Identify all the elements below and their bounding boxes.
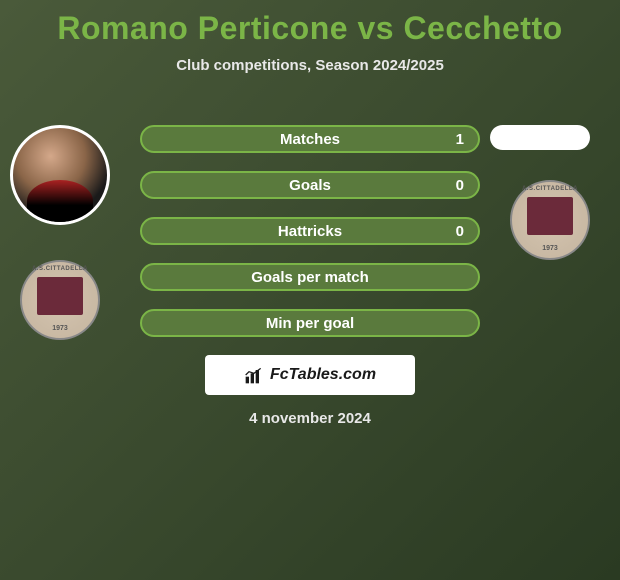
club-year-text: 1973 — [52, 325, 68, 332]
stat-label: Hattricks — [278, 223, 342, 240]
stat-row-goals: Goals 0 — [140, 171, 480, 199]
stat-label: Matches — [280, 131, 340, 148]
player-photo-right — [490, 125, 590, 150]
club-badge-right: A.S.CITTADELLA 1973 — [510, 180, 590, 260]
stat-row-matches: Matches 1 — [140, 125, 480, 153]
fctables-branding: FcTables.com — [205, 355, 415, 395]
club-badge-left: A.S.CITTADELLA 1973 — [20, 260, 100, 340]
club-year-text: 1973 — [542, 245, 558, 252]
stat-value: 1 — [456, 131, 464, 148]
stats-container: Matches 1 Goals 0 Hattricks 0 Goals per … — [140, 125, 480, 355]
stat-value: 0 — [456, 223, 464, 240]
date-text: 4 november 2024 — [0, 410, 620, 427]
stat-label: Goals — [289, 177, 331, 194]
stat-value: 0 — [456, 177, 464, 194]
chart-icon — [244, 366, 264, 384]
player-photo-left — [10, 125, 110, 225]
stat-label: Min per goal — [266, 315, 354, 332]
club-name-text: A.S.CITTADELLA — [522, 186, 578, 192]
branding-text: FcTables.com — [270, 366, 376, 384]
page-subtitle: Club competitions, Season 2024/2025 — [0, 57, 620, 74]
page-title: Romano Perticone vs Cecchetto — [0, 0, 620, 47]
stat-row-goals-per-match: Goals per match — [140, 263, 480, 291]
stat-row-hattricks: Hattricks 0 — [140, 217, 480, 245]
club-name-text: A.S.CITTADELLA — [32, 266, 88, 272]
stat-label: Goals per match — [251, 269, 369, 286]
stat-row-min-per-goal: Min per goal — [140, 309, 480, 337]
